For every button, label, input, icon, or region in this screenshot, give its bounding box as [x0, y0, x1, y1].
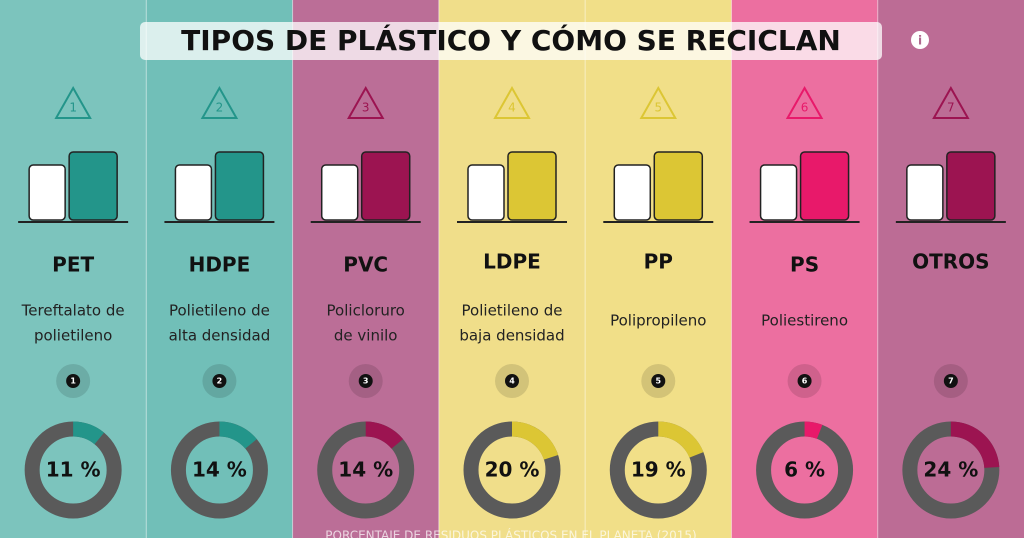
dot-number: 1: [70, 377, 76, 386]
plastic-code: PVC: [343, 253, 388, 277]
icon-shape: [653, 151, 704, 221]
donut-arc: [657, 421, 704, 459]
dot-number: 2: [217, 377, 223, 386]
plastic-code: OTROS: [912, 250, 989, 274]
percent-label: 11 %: [46, 458, 101, 482]
plastic-name: Polietileno de: [169, 302, 270, 320]
title: TIPOS DE PLÁSTICO Y CÓMO SE RECICLAN: [181, 23, 841, 57]
number-dot: [66, 374, 81, 388]
triangle-badge: [639, 85, 678, 119]
icon-shape: [906, 164, 944, 221]
plastic-name: Policloruro: [327, 302, 405, 320]
donut-arc: [72, 421, 105, 445]
icon-shape: [759, 164, 798, 221]
triangle-badge: [200, 85, 239, 119]
icon-shape: [28, 164, 66, 221]
icon-shape: [507, 151, 557, 221]
icon-shape: [320, 164, 359, 221]
dot-number: 7: [948, 377, 954, 386]
dot-number: 4: [509, 377, 515, 386]
badge-number: 2: [216, 101, 224, 115]
icon-shape: [946, 151, 996, 221]
badge-number: 5: [654, 101, 662, 115]
plastic-code: PET: [52, 253, 94, 277]
donut-arc: [218, 421, 257, 449]
percent-label: 6 %: [784, 458, 825, 482]
dot-number: 3: [363, 377, 369, 386]
icon-shape: [799, 151, 850, 221]
plastic-code: PP: [644, 250, 673, 274]
triangle-badge: [785, 85, 824, 119]
percent-label: 19 %: [631, 458, 686, 482]
triangle-badge: [346, 85, 385, 119]
icon-shape: [360, 151, 411, 221]
plastic-name: baja densidad: [459, 327, 564, 345]
donut-arc: [804, 421, 823, 439]
plastic-name: Tereftalato de: [21, 302, 125, 320]
percent-label: 14 %: [338, 458, 393, 482]
donut-arc: [950, 421, 1000, 469]
title-box: [140, 22, 882, 60]
badge-number: 4: [508, 101, 516, 115]
number-dot: [797, 374, 812, 388]
plastic-code: LDPE: [483, 250, 541, 274]
plastic-code: PS: [790, 253, 819, 277]
number-dot: [212, 374, 227, 388]
info-button[interactable]: [911, 31, 929, 49]
icon-shape: [68, 151, 118, 221]
badge-number: 1: [69, 101, 77, 115]
plastic-code: HDPE: [189, 253, 251, 277]
triangle-badge: [54, 85, 92, 119]
number-dot: [505, 374, 519, 388]
dot-number: 5: [655, 377, 661, 386]
badge-number: 7: [947, 101, 955, 115]
donut-arc: [365, 421, 404, 449]
percent-label: 20 %: [485, 458, 540, 482]
badge-number: 6: [801, 101, 809, 115]
plastic-name: polietileno: [34, 327, 112, 345]
plastic-name: de vinilo: [334, 327, 398, 345]
percent-label: 14 %: [192, 458, 247, 482]
number-dot: [358, 374, 373, 388]
icon-shape: [467, 164, 505, 221]
plastic-name: Polipropileno: [610, 312, 706, 330]
donut-arc: [511, 421, 559, 461]
footer: PORCENTAJE DE RESIDUOS PLÁSTICOS EN EL P…: [325, 528, 696, 538]
triangle-badge: [932, 85, 970, 119]
icon-shape: [174, 164, 213, 221]
percent-label: 24 %: [923, 458, 978, 482]
info-icon[interactable]: i: [918, 34, 922, 48]
plastic-name: alta densidad: [169, 327, 271, 345]
plastic-name: Polietileno de: [462, 302, 563, 320]
icon-shape: [613, 164, 652, 221]
number-dot: [943, 374, 958, 388]
triangle-badge: [493, 85, 531, 119]
dot-number: 6: [802, 377, 808, 386]
icon-shape: [214, 151, 265, 221]
badge-number: 3: [362, 101, 370, 115]
number-dot: [651, 374, 666, 388]
plastic-name: Poliestireno: [761, 312, 848, 330]
